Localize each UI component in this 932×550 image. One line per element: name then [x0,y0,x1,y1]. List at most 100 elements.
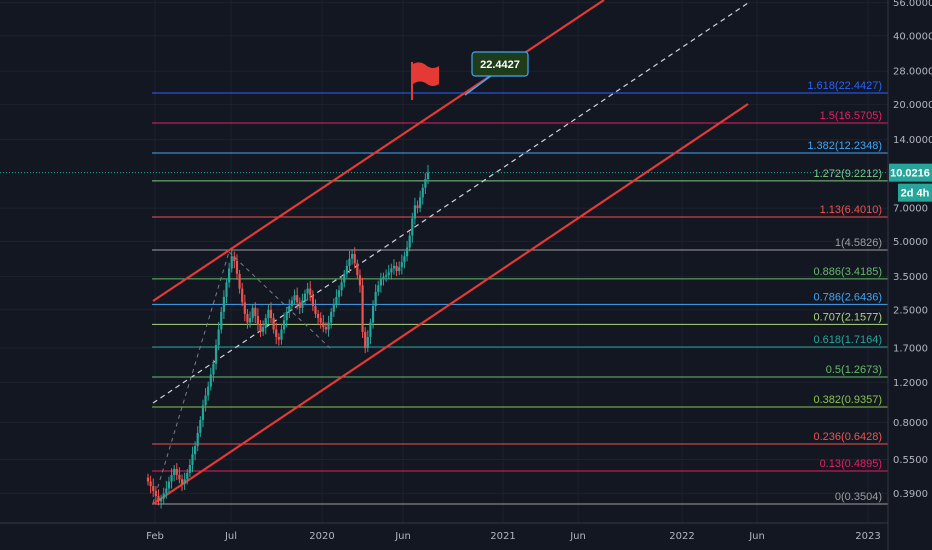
candle-body [392,265,396,269]
candle-body [188,464,191,473]
candle-body [235,260,239,274]
candle-body [246,313,249,323]
candle-body [186,472,189,480]
candle-body [416,205,419,209]
candle-body [243,302,246,314]
fib-level-label: 0.382(0.9357) [814,394,883,406]
candle-body [212,363,215,375]
candle-body [149,481,152,487]
target-callout-box [471,51,529,77]
candle-body [319,318,322,323]
candle-body [340,282,343,291]
channel-lower-line [152,103,749,505]
candle-body [222,296,225,312]
candle-body [170,474,173,482]
price-tick-label: 2.5000 [893,305,928,316]
candlesticks [146,165,430,509]
candle-body [220,311,223,330]
fib-level-label: 1.272(9.2212) [814,168,883,180]
time-tick-label: Jul [224,531,237,542]
candle-body [348,258,351,266]
fib-level-label: 0.618(1.7164) [814,334,883,346]
candle-body [199,419,202,433]
candle-body [314,305,317,314]
candle-body [296,295,299,303]
time-tick-label: Jun [569,531,586,542]
candle-body [337,290,341,297]
target-callout-value: 22.4427 [480,59,520,71]
price-tick-label: 1.7000 [893,343,928,354]
candle-body [330,311,333,323]
candle-body [267,309,270,319]
candle-body [146,477,150,482]
candle-body [371,305,375,323]
fib-level-label: 1.618(22.4427) [807,80,882,92]
candle-body [382,276,385,280]
candle-body [385,275,388,277]
fib-level-label: 0.707(2.1577) [814,311,883,323]
price-tick-label: 14.0000 [893,135,932,146]
price-tick-label: 5.0000 [893,237,928,248]
candle-body [322,322,325,328]
candle-body [269,309,273,319]
fib-level-label: 0.886(3.4185) [814,266,883,278]
candle-body [387,272,390,276]
price-tick-label: 3.5000 [893,272,928,283]
price-tick-label: 0.5500 [893,455,928,466]
candle-body [303,293,307,301]
candle-body [264,318,267,328]
fib-level-label: 1(4.5826) [835,237,882,249]
target-callout-pointer [464,74,493,96]
candle-body [366,336,369,348]
fib-anchor-line [152,251,230,504]
price-tick-label: 0.8000 [893,418,928,429]
candle-body [248,318,252,323]
price-tick-label: 28.0000 [893,67,932,78]
candle-body [194,446,197,455]
time-tick-label: 2020 [309,531,334,542]
candle-body [364,331,367,348]
countdown-value: 2d 4h [901,188,930,200]
candle-body [374,291,377,306]
candle-body [285,311,288,321]
candle-body [335,296,338,305]
candle-body [327,322,330,330]
candle-body [196,432,199,447]
candle-body [424,178,427,188]
candle-body [178,474,181,480]
price-tick-label: 56.0000 [893,0,932,9]
time-tick-label: Feb [146,531,164,542]
channel-median-line [152,2,749,404]
candle-body [201,405,205,420]
candle-body [351,253,354,259]
candle-body [159,498,163,502]
candle-body [254,307,257,316]
candle-body [316,313,320,319]
candle-body [154,490,157,496]
candle-body [411,218,414,236]
candle-body [275,329,278,337]
candle-body [309,288,312,296]
candle-body [214,345,218,364]
candle-body [180,479,184,484]
candle-body [272,318,275,330]
candle-body [390,268,393,273]
price-tick-label: 40.0000 [893,31,932,42]
candle-body [413,205,417,219]
candle-body [230,256,233,269]
candle-body [209,374,212,387]
candle-body [361,285,364,332]
candle-body [358,275,362,286]
time-tick-label: Jun [394,531,411,542]
candle-body [241,288,244,303]
candle-body [207,386,210,396]
candle-body [353,253,356,264]
annotations: 10.0216 2d 4h 22.4427 [0,51,932,202]
fib-level-label: 0(0.3504) [835,491,882,503]
candle-body [233,256,236,261]
fib-level-label: 0.236(0.6428) [814,431,883,443]
